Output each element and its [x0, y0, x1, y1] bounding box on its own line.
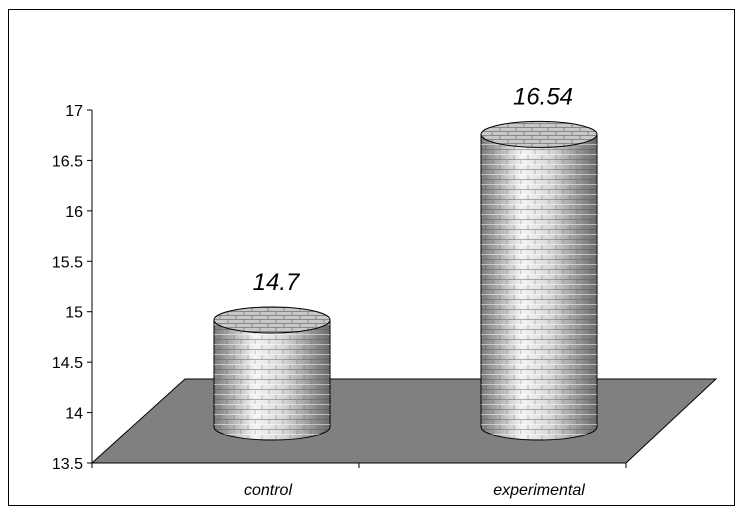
bar-texture — [481, 134, 597, 440]
bar-top — [481, 121, 597, 147]
y-tick-label: 14 — [65, 406, 83, 423]
chart-floor — [92, 379, 716, 463]
y-tick-label: 15 — [65, 305, 83, 322]
bar-texture — [214, 320, 330, 440]
y-tick-label: 16 — [65, 204, 83, 221]
bar-experimental — [481, 121, 597, 440]
y-tick-label: 16.5 — [52, 153, 83, 170]
x-category-label: control — [244, 482, 292, 499]
bar-control — [214, 307, 330, 440]
data-label: 14.7 — [253, 269, 301, 296]
y-tick-label: 15.5 — [52, 254, 83, 271]
y-tick-label: 17 — [65, 103, 83, 120]
x-category-label: experimental — [493, 482, 585, 499]
y-tick-label: 14.5 — [52, 355, 83, 372]
data-label: 16.54 — [513, 83, 573, 110]
y-tick-label: 13.5 — [52, 456, 83, 473]
bar-top — [214, 307, 330, 333]
